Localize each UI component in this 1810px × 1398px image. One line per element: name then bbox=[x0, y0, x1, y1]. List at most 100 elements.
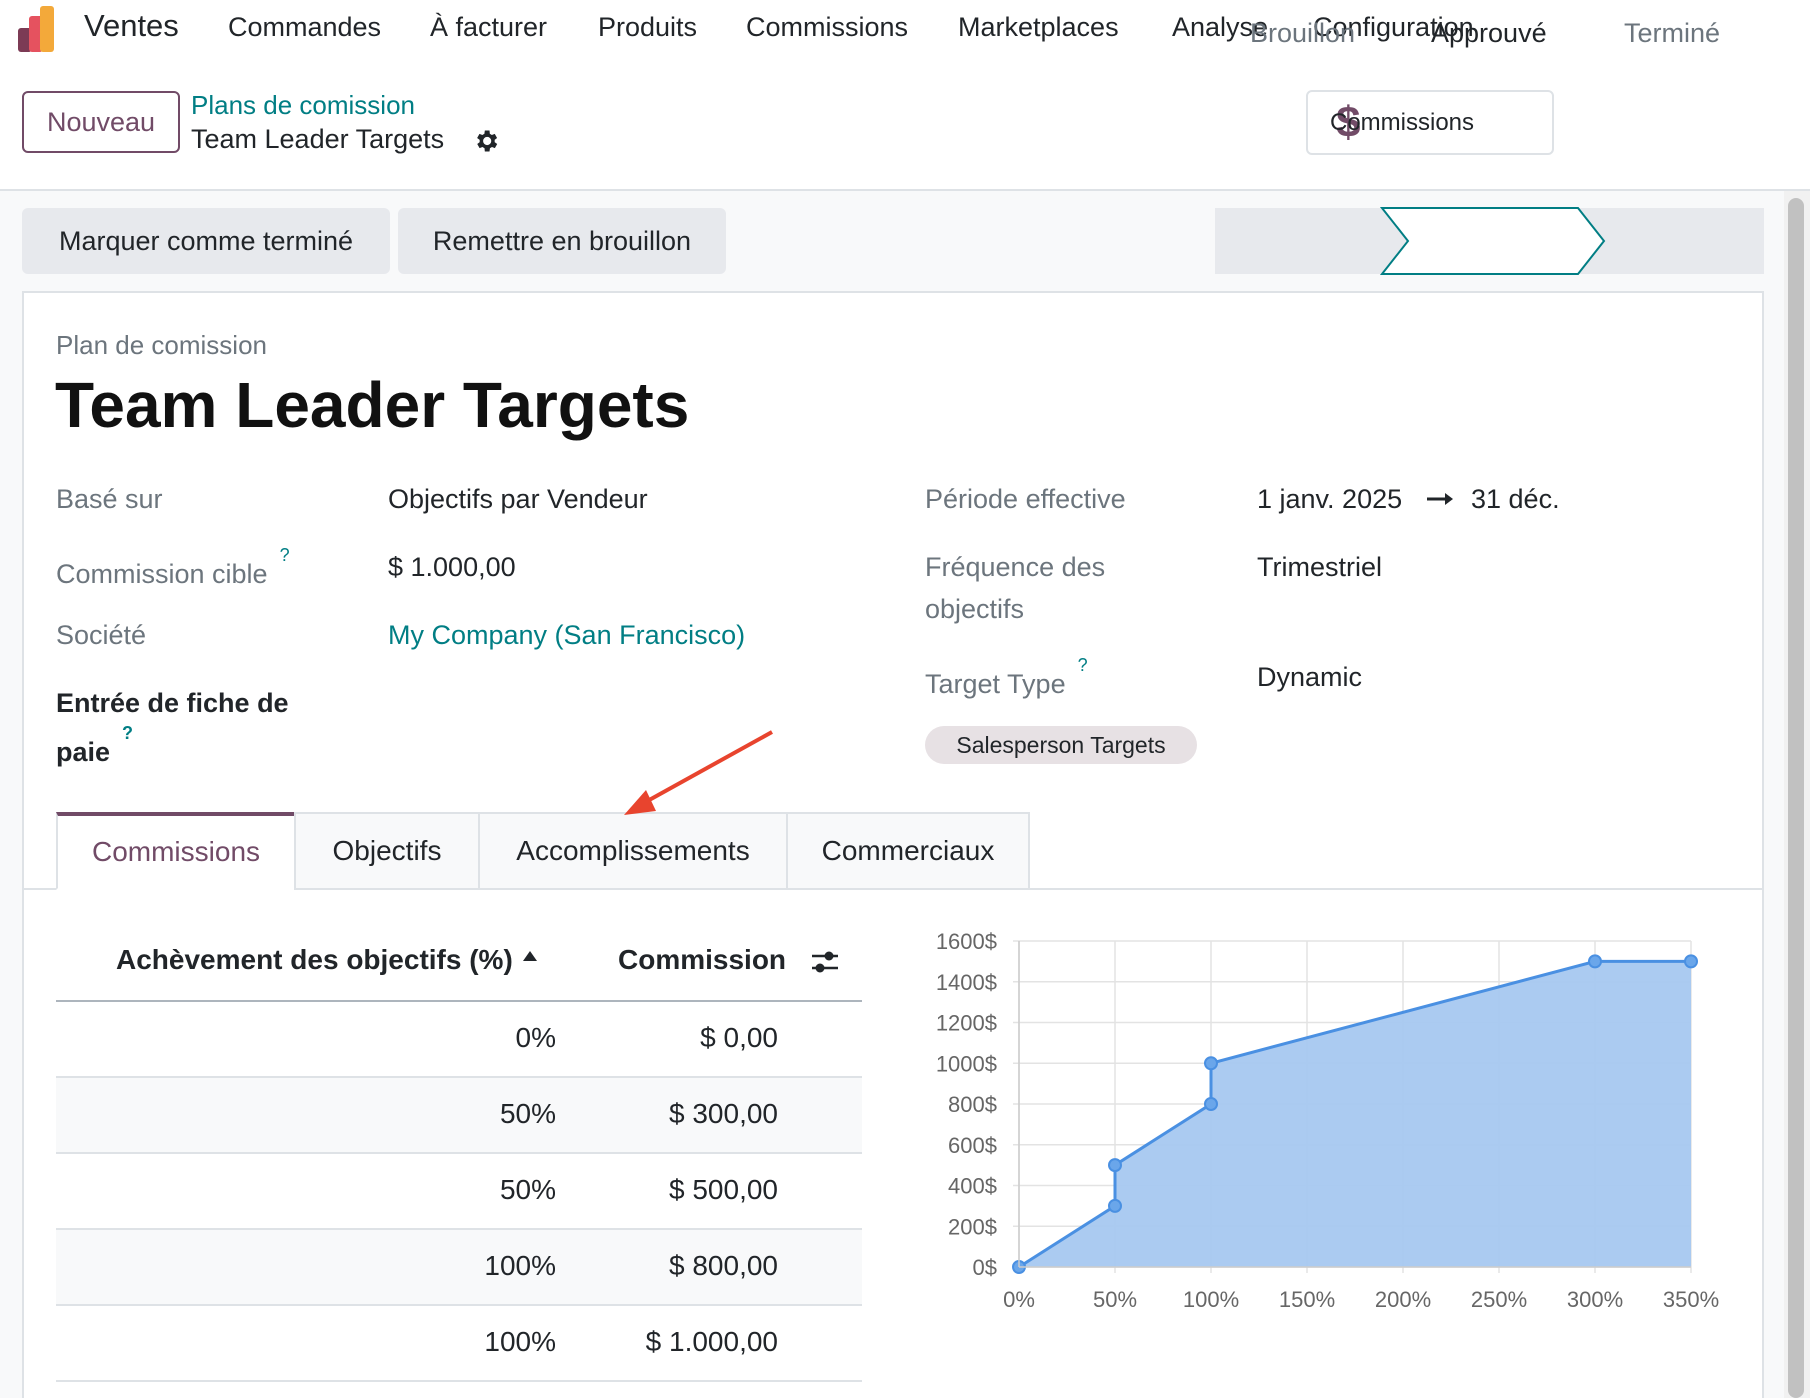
gear-icon[interactable] bbox=[472, 127, 500, 155]
cell-achievement: 0% bbox=[515, 1022, 556, 1053]
data-point bbox=[1204, 1056, 1218, 1071]
plan-title[interactable]: Team Leader Targets bbox=[55, 369, 690, 441]
field-value-period-end[interactable]: 31 déc. bbox=[1471, 484, 1560, 514]
scrollbar-thumb[interactable] bbox=[1788, 198, 1804, 1398]
help-icon[interactable]: ? bbox=[1077, 655, 1088, 675]
table-row[interactable]: 50% $ 300,00 bbox=[56, 1078, 862, 1154]
y-tick-label: 200$ bbox=[948, 1214, 997, 1239]
x-tick-label: 300% bbox=[1567, 1287, 1623, 1312]
status-draft[interactable]: Brouillon bbox=[1250, 18, 1356, 48]
tab-accomplissements[interactable]: Accomplissements bbox=[478, 812, 788, 890]
table-row[interactable]: 100% $ 800,00 bbox=[56, 1230, 862, 1306]
cell-achievement: 100% bbox=[484, 1326, 556, 1357]
x-tick-label: 150% bbox=[1279, 1287, 1335, 1312]
y-tick-label: 600$ bbox=[948, 1133, 997, 1158]
data-point bbox=[1204, 1097, 1218, 1111]
x-tick-label: 250% bbox=[1471, 1287, 1527, 1312]
status-done[interactable]: Terminé bbox=[1624, 18, 1721, 48]
y-tick-label: 1400$ bbox=[936, 970, 997, 995]
field-label-effective-period: Période effective bbox=[925, 484, 1126, 514]
tag-badge[interactable]: Salesperson Targets bbox=[925, 726, 1197, 764]
menu-commissions[interactable]: Commissions bbox=[746, 12, 909, 42]
field-label-target-type: Target Type? bbox=[925, 655, 1088, 705]
menu-configuration[interactable]: Configuration bbox=[1313, 12, 1474, 42]
cell-achievement: 100% bbox=[484, 1250, 556, 1281]
field-label-target-frequency-line1: Fréquence des bbox=[925, 552, 1106, 582]
sort-ascending-icon bbox=[523, 951, 537, 961]
field-label-target-frequency: Fréquence des objectifs bbox=[925, 546, 1105, 630]
status-bar bbox=[1215, 208, 1764, 274]
x-tick-label: 200% bbox=[1375, 1287, 1431, 1312]
app-name[interactable]: Ventes bbox=[84, 8, 179, 43]
commission-chart: 0$ 200$ 400$ 600$ 800$ 1000$ 1200$ 1400$ 1600$ 0%… bbox=[936, 929, 1719, 1312]
tab-commerciaux[interactable]: Commerciaux bbox=[786, 812, 1030, 890]
cell-achievement: 50% bbox=[499, 1098, 556, 1129]
field-value-period-start[interactable]: 1 janv. 2025 bbox=[1257, 484, 1403, 514]
x-tick-label: 100% bbox=[1183, 1287, 1239, 1312]
column-header-achievement[interactable]: Achèvement des objectifs (%) bbox=[116, 944, 513, 975]
tab-objectifs[interactable]: Objectifs bbox=[294, 812, 480, 890]
field-value-target-commission[interactable]: $ 1.000,00 bbox=[388, 552, 516, 582]
help-icon[interactable]: ? bbox=[122, 723, 134, 743]
data-point bbox=[1108, 1198, 1122, 1213]
y-tick-label: 1200$ bbox=[936, 1011, 997, 1036]
optional-columns-icon[interactable] bbox=[810, 948, 840, 976]
field-value-company[interactable]: My Company (San Francisco) bbox=[388, 620, 746, 650]
cell-achievement: 50% bbox=[499, 1174, 556, 1205]
x-tick-label: 0% bbox=[1003, 1287, 1035, 1312]
field-value-target-frequency[interactable]: Trimestriel bbox=[1257, 552, 1382, 582]
cell-commission: $ 0,00 bbox=[700, 1022, 778, 1053]
data-point bbox=[1588, 954, 1602, 969]
y-tick-label: 0$ bbox=[973, 1255, 997, 1280]
tab-commissions[interactable]: Commissions bbox=[56, 812, 296, 890]
field-label-payslip-entry: Entrée de fiche de paie? bbox=[56, 682, 289, 773]
field-label-target-commission: Commission cible? bbox=[56, 545, 290, 595]
cell-commission: $ 1.000,00 bbox=[645, 1326, 778, 1357]
breadcrumb-current: Team Leader Targets bbox=[191, 124, 445, 154]
field-value-target-type[interactable]: Dynamic bbox=[1257, 662, 1363, 692]
data-point bbox=[1684, 954, 1698, 969]
y-tick-label: 400$ bbox=[948, 1174, 997, 1199]
field-value-based-on[interactable]: Objectifs par Vendeur bbox=[388, 484, 648, 514]
menu-analyse[interactable]: Analyse bbox=[1172, 12, 1269, 42]
sales-app-icon[interactable] bbox=[18, 6, 66, 52]
y-tick-label: 1000$ bbox=[936, 1051, 997, 1076]
x-tick-label: 50% bbox=[1093, 1287, 1137, 1312]
table-row[interactable]: 0% $ 0,00 bbox=[56, 1002, 862, 1078]
help-icon[interactable]: ? bbox=[279, 545, 290, 565]
header-divider bbox=[0, 189, 1810, 191]
y-tick-label: 1600$ bbox=[936, 929, 997, 954]
commissions-smart-button-label: Commissions bbox=[1330, 108, 1475, 136]
field-label-target-frequency-line2: objectifs bbox=[925, 594, 1025, 624]
field-label-payslip-entry-line2-wrap: paie? bbox=[56, 723, 289, 773]
menu-commandes[interactable]: Commandes bbox=[228, 12, 382, 42]
breadcrumb-parent-link[interactable]: Plans de comission bbox=[191, 90, 415, 120]
table-row[interactable]: 50% $ 500,00 bbox=[56, 1154, 862, 1230]
field-label-payslip-entry-line1: Entrée de fiche de bbox=[56, 688, 289, 718]
field-label-company: Société bbox=[56, 620, 147, 650]
field-label-target-type-text: Target Type bbox=[925, 669, 1066, 699]
status-approved[interactable]: Approuvé bbox=[1431, 18, 1547, 48]
commissions-smart-button[interactable]: $ Commissions bbox=[1306, 90, 1554, 155]
menu-a-facturer[interactable]: À facturer bbox=[430, 12, 548, 42]
field-label-target-commission-text: Commission cible bbox=[56, 559, 268, 589]
series-area-fill bbox=[1019, 961, 1691, 1267]
plan-label: Plan de comission bbox=[56, 330, 267, 360]
data-point bbox=[1108, 1158, 1122, 1173]
cell-commission: $ 500,00 bbox=[669, 1174, 778, 1205]
cell-commission: $ 800,00 bbox=[669, 1250, 778, 1281]
y-tick-label: 800$ bbox=[948, 1092, 997, 1117]
menu-marketplaces[interactable]: Marketplaces bbox=[958, 12, 1119, 42]
field-label-payslip-entry-line2: paie bbox=[56, 737, 111, 767]
top-navbar: Ventes Commandes À facturer Produits Com… bbox=[0, 0, 1810, 58]
arrow-right-icon bbox=[1427, 493, 1453, 505]
new-button[interactable]: Nouveau bbox=[22, 91, 180, 153]
x-tick-label: 350% bbox=[1663, 1287, 1719, 1312]
table-header-divider bbox=[56, 1000, 862, 1002]
reset-draft-button[interactable]: Remettre en brouillon bbox=[398, 208, 726, 274]
table-row[interactable]: 100% $ 1.000,00 bbox=[56, 1306, 862, 1382]
mark-done-button[interactable]: Marquer comme terminé bbox=[22, 208, 390, 274]
field-label-based-on: Basé sur bbox=[56, 484, 163, 514]
column-header-commission[interactable]: Commission bbox=[618, 944, 787, 975]
menu-produits[interactable]: Produits bbox=[598, 12, 698, 42]
